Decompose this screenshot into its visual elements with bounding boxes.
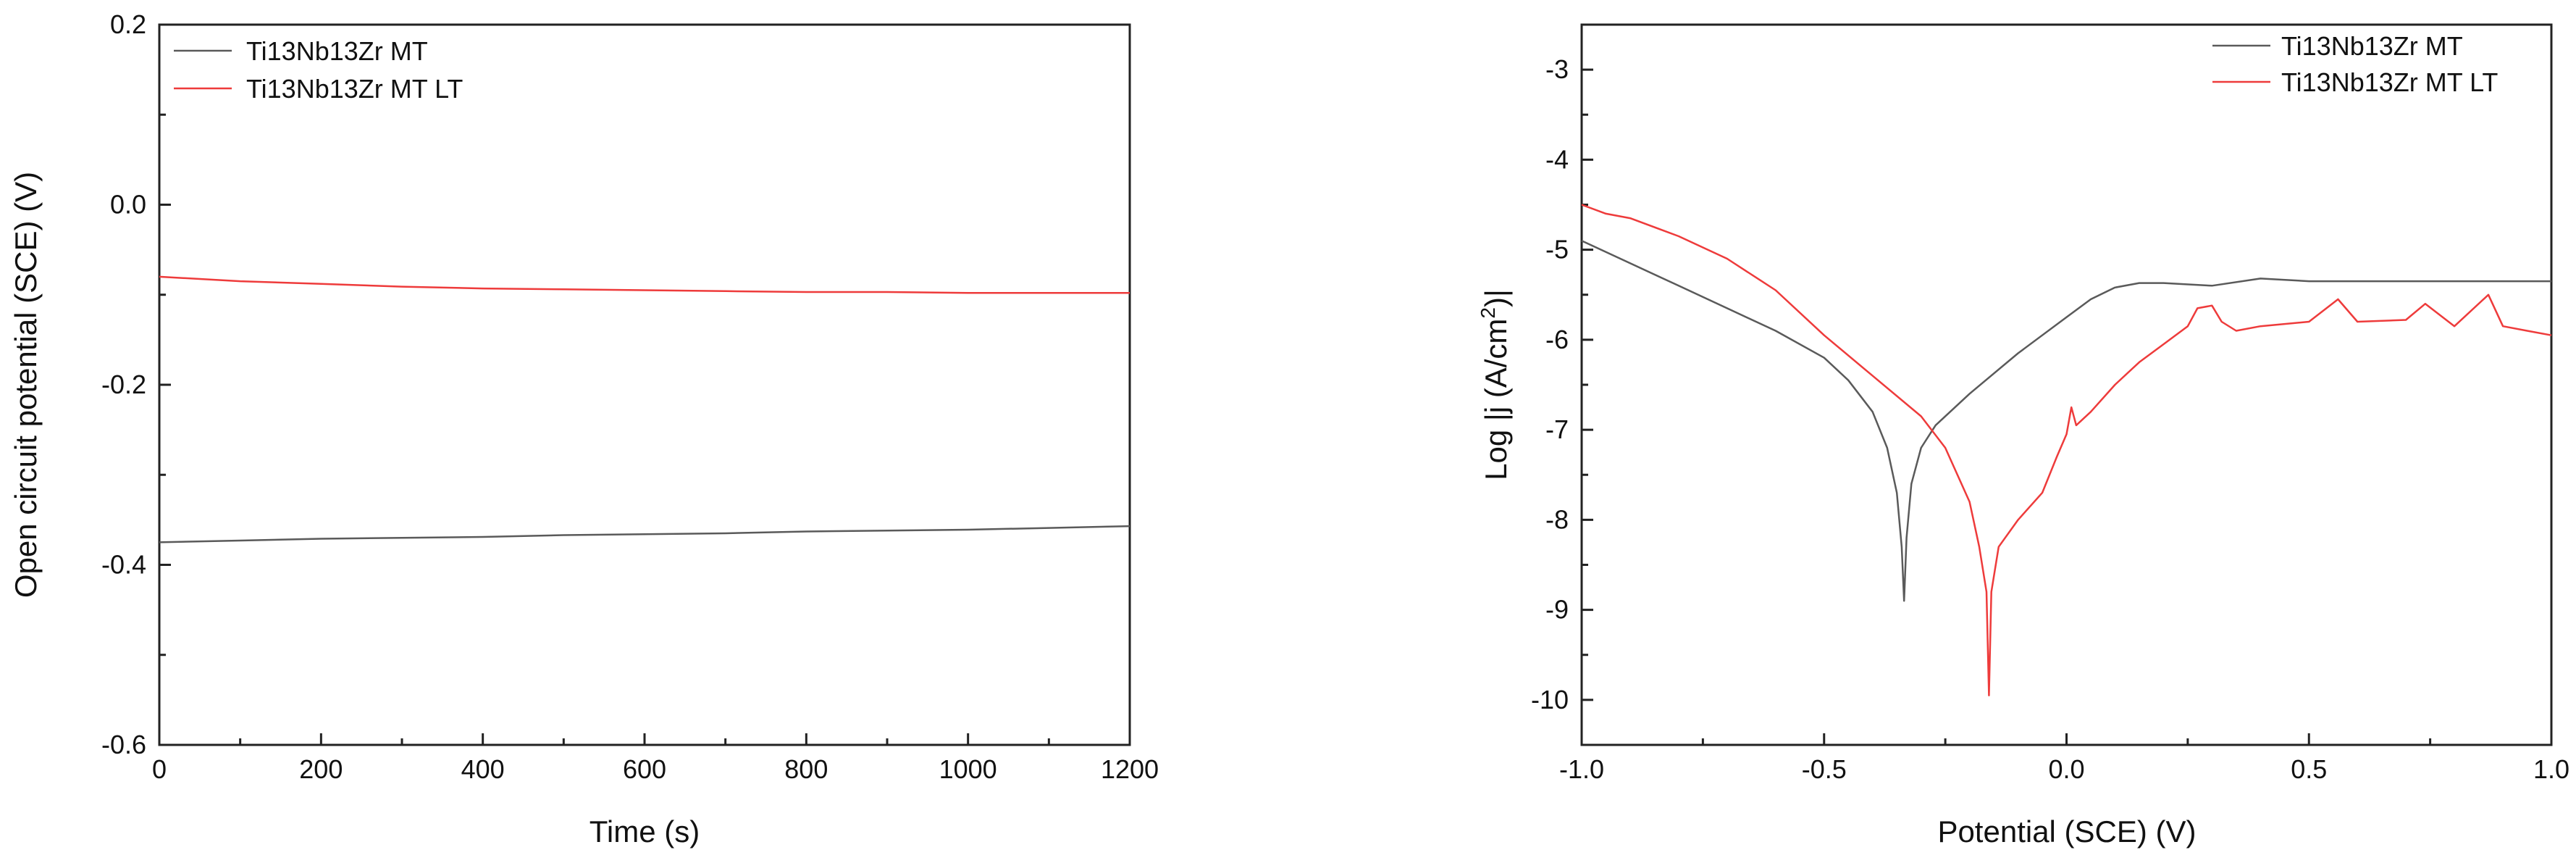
ocp-legend: Ti13Nb13Zr MT Ti13Nb13Zr MT LT [174, 36, 463, 104]
legend-label-mt: Ti13Nb13Zr MT [2281, 31, 2463, 61]
legend-label-mt: Ti13Nb13Zr MT [246, 36, 428, 66]
polarization-y-tick-label: -10 [1531, 685, 1569, 714]
ocp-y-tick-label: -0.6 [101, 730, 146, 759]
polarization-series-line-mt [1581, 240, 2551, 602]
ocp-series-line-mt-lt [159, 275, 1130, 294]
ocp-series-line-mt [159, 525, 1130, 543]
ocp-axis-ticks: 0 200 400 600 800 1000 1200 -0.6 -0.4 -0.2 0.0 0.2 [101, 9, 1159, 784]
ocp-x-tick-label: 200 [299, 754, 343, 784]
polarization-chart: -1.0 -0.5 0.0 0.5 1.0 -10 -9 -8 -7 -6 -5 -4 -3 Ti13N… [1477, 23, 2569, 849]
polarization-y-tick-label: -9 [1545, 595, 1569, 625]
polarization-x-tick-label: 1.0 [2533, 754, 2569, 784]
polarization-y-tick-label: -8 [1545, 504, 1569, 534]
polarization-y-axis-title: Log |j (A/cm2)| [1477, 289, 1513, 480]
polarization-axis-ticks: -1.0 -0.5 0.0 0.5 1.0 -10 -9 -8 -7 -6 -5 -4 -3 [1531, 54, 2569, 784]
polarization-x-tick-label: 0.0 [2048, 754, 2084, 784]
ocp-x-tick-label: 400 [461, 754, 505, 784]
polarization-series-group [1581, 204, 2552, 696]
ocp-series-group [159, 275, 1130, 543]
polarization-x-tick-label: 0.5 [2291, 754, 2327, 784]
polarization-y-tick-label: -4 [1545, 144, 1569, 174]
legend-label-mt-lt: Ti13Nb13Zr MT LT [2281, 67, 2498, 97]
ocp-y-axis-title: Open circuit potential (SCE) (V) [9, 172, 43, 598]
polarization-x-tick-label: -1.0 [1559, 754, 1604, 784]
ocp-y-tick-label: -0.2 [101, 370, 146, 399]
ocp-y-tick-label: 0.2 [110, 9, 146, 39]
polarization-plot-frame [1580, 23, 2553, 746]
legend-label-mt-lt: Ti13Nb13Zr MT LT [246, 74, 463, 104]
polarization-x-axis-title: Potential (SCE) (V) [1937, 814, 2196, 849]
ocp-chart: 0 200 400 600 800 1000 1200-0.6-0.4-0.20.00.2 … [9, 9, 1159, 849]
ocp-plot-frame [158, 23, 1131, 746]
ocp-x-tick-label: 1000 [939, 754, 997, 784]
polarization-series-line-mt-lt [1581, 204, 2552, 696]
polarization-y-tick-label: -5 [1545, 235, 1569, 264]
ocp-x-axis-title: Time (s) [590, 814, 700, 849]
polarization-legend: Ti13Nb13Zr MT Ti13Nb13Zr MT LT [2212, 31, 2498, 97]
ocp-x-tick-label: 600 [623, 754, 666, 784]
polarization-y-tick-label: -6 [1545, 325, 1569, 354]
ocp-x-tick-label: 1200 [1101, 754, 1159, 784]
ocp-x-tick-label: 800 [784, 754, 828, 784]
ocp-y-tick-label: 0.0 [110, 190, 146, 220]
polarization-x-tick-label: -0.5 [1802, 754, 1847, 784]
polarization-y-tick-label: -3 [1545, 54, 1569, 84]
ocp-y-tick-label: -0.4 [101, 550, 146, 580]
polarization-y-tick-label: -7 [1545, 414, 1569, 444]
ocp-x-tick-label: 0 [152, 754, 167, 784]
